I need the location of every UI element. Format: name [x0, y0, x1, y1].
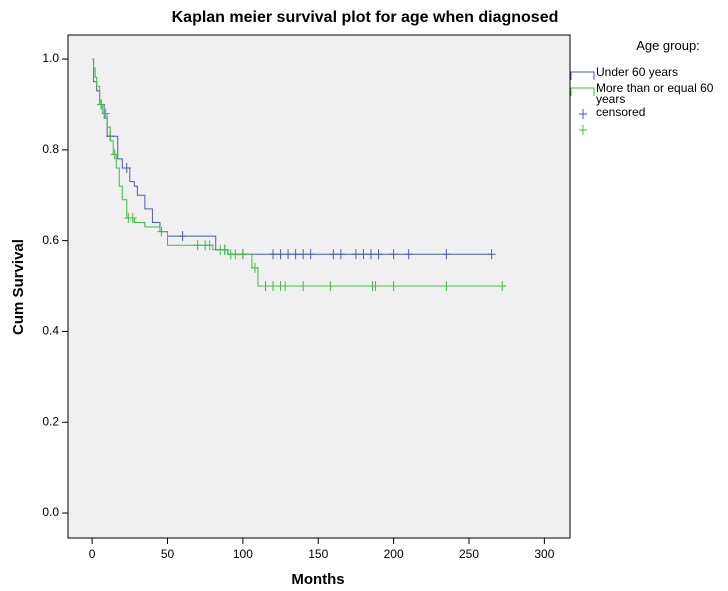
y-tick-label: 0.4 — [42, 324, 59, 338]
x-tick-label: 200 — [384, 547, 404, 561]
censored-mark — [329, 249, 338, 260]
x-tick-label: 250 — [459, 547, 479, 561]
legend: Age group: Under 60 years More than or eq… — [570, 38, 726, 139]
legend-line — [570, 87, 595, 96]
x-tick-label: 0 — [89, 547, 96, 561]
censored-mark — [374, 249, 383, 260]
censored-mark — [336, 249, 345, 260]
censored-mark — [269, 281, 278, 292]
censored-mark — [261, 281, 270, 292]
censored-mark — [231, 249, 240, 260]
censored-mark — [487, 249, 496, 260]
x-tick-label: 50 — [161, 547, 175, 561]
censored-mark — [281, 281, 290, 292]
censored-mark — [128, 212, 137, 223]
y-axis-label: Cum Survival — [10, 239, 27, 335]
x-axis-label: Months — [291, 571, 344, 588]
legend-item — [570, 123, 726, 137]
legend-item: censored — [570, 105, 726, 121]
censored-mark — [276, 249, 285, 260]
chart-title: Kaplan meier survival plot for age when … — [172, 9, 559, 26]
censored-mark — [351, 249, 360, 260]
censored-mark — [101, 108, 110, 119]
censored-mark — [269, 249, 278, 260]
censored-mark — [205, 240, 214, 251]
x-tick-label: 300 — [534, 547, 554, 561]
censored-mark — [299, 281, 308, 292]
censored-mark — [250, 262, 259, 273]
censored-mark — [220, 244, 229, 255]
legend-icon — [570, 87, 595, 96]
censored-mark — [359, 249, 368, 260]
censored-mark — [442, 249, 451, 260]
censored-mark — [299, 249, 308, 260]
x-tick-label: 150 — [308, 547, 328, 561]
censored-mark — [122, 163, 131, 174]
legend-item: Under 60 years — [570, 65, 726, 81]
censored-mark — [306, 249, 315, 260]
legend-line — [570, 71, 595, 80]
censored-mark — [238, 249, 247, 260]
censored-mark — [371, 281, 380, 292]
censored-mark — [498, 281, 507, 292]
censored-mark — [389, 249, 398, 260]
y-tick-label: 0.6 — [42, 233, 59, 247]
legend-item: More than or equal 60 years — [570, 81, 726, 106]
censored-mark — [110, 149, 119, 160]
survival-line — [92, 58, 503, 287]
legend-icon — [570, 71, 595, 80]
legend-icon — [579, 109, 587, 119]
x-tick-label: 100 — [233, 547, 253, 561]
censored-mark — [193, 240, 202, 251]
legend-label: censored — [596, 105, 646, 119]
y-tick-label: 0.2 — [42, 414, 59, 428]
legend-title: Age group: — [636, 38, 700, 53]
y-tick-label: 0.8 — [42, 142, 59, 156]
legend-label: More than or equal 60 years — [596, 81, 714, 106]
censored-mark — [291, 249, 300, 260]
legend-label: Under 60 years — [596, 65, 679, 79]
legend-icon — [579, 125, 587, 135]
censored-mark — [157, 226, 166, 237]
censored-mark — [326, 281, 335, 292]
censored-mark — [284, 249, 293, 260]
censored-mark — [389, 281, 398, 292]
censored-mark — [97, 99, 106, 110]
y-tick-label: 0.0 — [42, 505, 59, 519]
censored-mark — [404, 249, 413, 260]
censored-mark — [442, 281, 451, 292]
censored-mark — [178, 231, 187, 242]
censored-mark — [579, 125, 587, 135]
y-tick-label: 1.0 — [42, 51, 59, 65]
censored-mark — [579, 109, 587, 119]
censored-mark — [367, 249, 376, 260]
